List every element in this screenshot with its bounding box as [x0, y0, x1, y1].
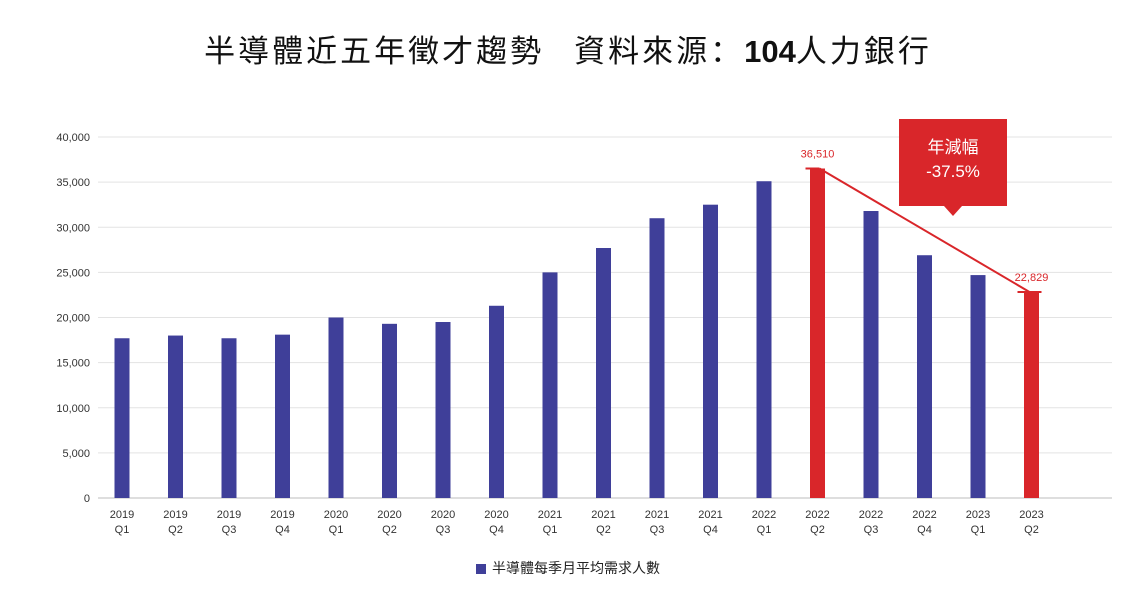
x-tick-quarter: Q3 — [650, 524, 665, 536]
data-label: 36,510 — [801, 148, 835, 160]
bar — [275, 334, 290, 498]
x-tick-year: 2019 — [270, 509, 294, 521]
y-tick-label: 10,000 — [56, 403, 90, 415]
callout-value: -37.5% — [926, 162, 980, 181]
x-tick-quarter: Q1 — [971, 524, 986, 536]
x-tick-quarter: Q1 — [329, 524, 344, 536]
x-tick-quarter: Q2 — [382, 524, 397, 536]
x-tick-year: 2020 — [484, 509, 508, 521]
x-tick-year: 2022 — [859, 509, 883, 521]
y-tick-label: 25,000 — [56, 267, 90, 279]
bar — [917, 255, 932, 498]
x-tick-year: 2020 — [431, 509, 455, 521]
x-tick-quarter: Q3 — [436, 524, 451, 536]
legend-swatch — [476, 564, 486, 574]
bar — [756, 181, 772, 498]
x-tick-year: 2019 — [163, 509, 187, 521]
bar — [810, 168, 825, 498]
bar — [489, 305, 504, 498]
x-tick-year: 2021 — [645, 509, 669, 521]
legend-label: 半導體每季月平均需求人數 — [492, 561, 660, 577]
bar — [328, 317, 344, 498]
bar — [542, 272, 558, 498]
x-tick-quarter: Q2 — [810, 524, 825, 536]
x-tick-quarter: Q4 — [275, 524, 290, 536]
bar — [596, 248, 611, 498]
x-tick-quarter: Q2 — [596, 524, 611, 536]
x-tick-quarter: Q4 — [489, 524, 504, 536]
title-source-label: 資料來源： — [574, 34, 745, 70]
x-tick-year: 2021 — [591, 509, 615, 521]
bar — [382, 323, 397, 498]
x-tick-quarter: Q4 — [917, 524, 932, 536]
x-tick-quarter: Q1 — [543, 524, 558, 536]
title-source-name: 人力銀行 — [795, 34, 932, 70]
x-tick-year: 2020 — [324, 509, 348, 521]
chart-title: 半導體近五年徵才趨勢 資料來源：104人力銀行 — [0, 26, 1136, 71]
x-tick-quarter: Q1 — [115, 524, 130, 536]
yoy-decline-callout: 年減幅 -37.5% — [899, 119, 1007, 216]
x-tick-year: 2021 — [698, 509, 722, 521]
bar — [168, 335, 183, 498]
title-main: 半導體近五年徵才趨勢 — [204, 34, 545, 70]
bar — [435, 322, 451, 498]
x-tick-year: 2022 — [912, 509, 936, 521]
x-tick-quarter: Q4 — [703, 524, 718, 536]
bar — [649, 218, 665, 498]
x-tick-year: 2019 — [110, 509, 134, 521]
bar — [114, 338, 130, 498]
x-tick-year: 2023 — [1019, 509, 1043, 521]
trend-line — [818, 167, 1031, 293]
x-tick-quarter: Q1 — [757, 524, 772, 536]
callout-title: 年減幅 — [927, 138, 979, 157]
x-tick-year: 2022 — [752, 509, 776, 521]
y-tick-label: 30,000 — [56, 222, 90, 234]
data-label: 22,829 — [1015, 272, 1049, 284]
x-tick-quarter: Q2 — [1024, 524, 1039, 536]
x-tick-quarter: Q3 — [864, 524, 879, 536]
x-tick-year: 2022 — [805, 509, 829, 521]
bar — [221, 338, 237, 498]
x-tick-quarter: Q2 — [168, 524, 183, 536]
y-tick-label: 5,000 — [62, 448, 90, 460]
bar — [863, 211, 879, 498]
y-tick-label: 15,000 — [56, 358, 90, 370]
y-tick-label: 35,000 — [56, 177, 90, 189]
bar — [1024, 291, 1039, 498]
y-tick-label: 20,000 — [56, 313, 90, 325]
bar — [970, 275, 986, 498]
x-tick-year: 2023 — [966, 509, 990, 521]
x-tick-year: 2019 — [217, 509, 241, 521]
x-tick-year: 2021 — [538, 509, 562, 521]
chart-legend[interactable]: 半導體每季月平均需求人數 — [0, 558, 1136, 578]
title-source-number: 104 — [744, 34, 796, 69]
x-tick-year: 2020 — [377, 509, 401, 521]
y-tick-label: 0 — [84, 493, 90, 505]
x-tick-quarter: Q3 — [222, 524, 237, 536]
bar — [703, 204, 718, 498]
y-tick-label: 40,000 — [56, 132, 90, 144]
